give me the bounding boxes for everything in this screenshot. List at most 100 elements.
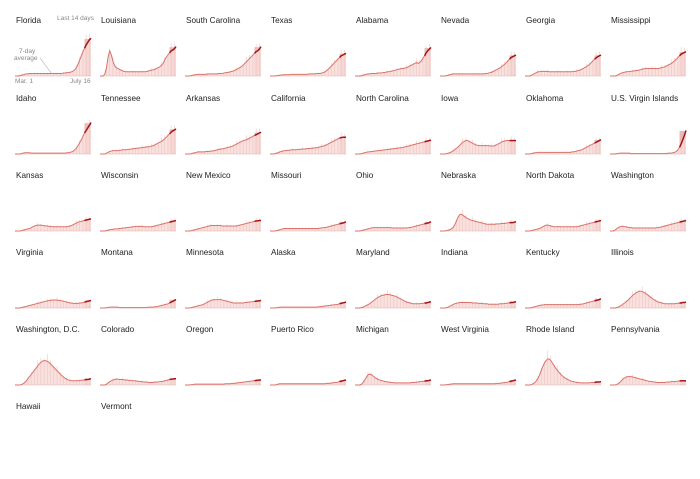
state-name: Wisconsin (101, 171, 139, 180)
seven-day-average-line (100, 133, 170, 155)
recent-average-line (424, 379, 432, 382)
state-panel-louisiana: Louisiana (100, 16, 184, 93)
daily-cases-area (100, 378, 176, 385)
state-panel-texas: Texas (270, 16, 354, 93)
recent-average-line (423, 46, 432, 57)
recent-average-line (339, 221, 347, 225)
state-name: Nebraska (441, 171, 477, 180)
seven-day-average-label: 7-day (19, 48, 36, 55)
state-name: Washington, D.C. (16, 325, 80, 334)
recent-average-line (168, 46, 177, 54)
daily-cases-area (355, 294, 431, 308)
daily-cases-area (185, 379, 261, 385)
sparkline-chart (270, 132, 346, 155)
state-panel-california: California (270, 94, 354, 171)
seven-day-average-line (525, 142, 595, 155)
recent-average-line (169, 219, 177, 223)
seven-day-average-line (185, 135, 255, 155)
recent-average-line (169, 377, 176, 381)
state-panel-indiana: Indiana (440, 248, 524, 325)
sparkline-chart (15, 216, 92, 232)
state-panel-minnesota: Minnesota (185, 248, 269, 325)
seven-day-average-line (185, 52, 255, 77)
daily-cases-area (15, 122, 91, 154)
seven-day-average-line (270, 137, 340, 155)
state-name: Alabama (356, 16, 389, 25)
state-panel-hawaii: Hawaii (15, 402, 99, 479)
recent-average-line (594, 298, 602, 302)
daily-cases-area (355, 47, 431, 76)
state-name: Nevada (441, 16, 470, 25)
daily-cases-area (440, 214, 516, 231)
seven-day-average-line (525, 221, 595, 232)
sparkline-chart (610, 130, 687, 155)
state-name: U.S. Virgin Islands (611, 94, 679, 103)
seven-day-average-line (355, 141, 425, 155)
state-name: California (271, 94, 306, 103)
state-panel-mississippi: Mississippi (610, 16, 694, 93)
state-name: Rhode Island (526, 325, 575, 334)
seven-day-average-line (270, 57, 340, 77)
seven-day-average-line (185, 380, 255, 386)
daily-cases-area (440, 140, 516, 154)
recent-average-line (168, 128, 177, 135)
recent-average-line (84, 299, 92, 303)
state-panel-iowa: Iowa (440, 94, 524, 171)
state-name: Missouri (271, 171, 302, 180)
recent-average-line (679, 219, 687, 223)
seven-day-average-line (185, 220, 255, 232)
seven-day-average-line (440, 140, 510, 155)
state-name: Maryland (356, 248, 390, 257)
state-name: South Carolina (186, 16, 241, 25)
state-name: Florida (16, 16, 42, 25)
sparkline-chart (525, 218, 602, 232)
sparkline-chart (185, 296, 262, 309)
seven-day-average-label-2: average (14, 55, 38, 62)
daily-cases-area (270, 137, 346, 154)
annotation-leader-lines (39, 57, 53, 75)
state-name: Kansas (16, 171, 44, 180)
seven-day-average-line (100, 302, 170, 309)
seven-day-average-line (100, 221, 170, 232)
seven-day-average-line (525, 58, 595, 77)
daily-cases-area (185, 46, 261, 76)
state-name: Alaska (271, 248, 296, 257)
state-name: Ohio (356, 171, 374, 180)
daily-cases-area (15, 360, 91, 385)
state-name: Illinois (611, 248, 634, 257)
seven-day-average-line (15, 132, 85, 155)
sparkline-chart (15, 297, 92, 309)
sparkline-chart (355, 371, 432, 386)
recent-average-line (509, 300, 517, 304)
daily-cases-area (525, 220, 601, 231)
state-name: Oklahoma (526, 94, 564, 103)
daily-cases-area (355, 221, 431, 231)
state-name: Minnesota (186, 248, 224, 257)
seven-day-average-line (610, 290, 680, 309)
sparkline-chart (100, 125, 177, 155)
state-panel-west-virginia: West Virginia (440, 325, 524, 402)
seven-day-average-line (270, 381, 340, 386)
state-name: Hawaii (16, 402, 41, 411)
daily-cases-area (100, 128, 176, 154)
recent-average-line (339, 379, 347, 383)
state-panel-arkansas: Arkansas (185, 94, 269, 171)
sparkline-chart (525, 297, 602, 309)
seven-day-average-line (270, 223, 340, 232)
state-panel-maryland: Maryland (355, 248, 439, 325)
recent-average-line (339, 301, 347, 305)
daily-cases-area (270, 302, 346, 308)
recent-average-line (254, 131, 262, 137)
state-name: Texas (271, 16, 293, 25)
sparkline-chart (440, 300, 517, 309)
state-panel-montana: Montana (100, 248, 184, 325)
daily-cases-area (525, 298, 601, 308)
sparkline-chart (270, 301, 347, 309)
recent-average-line (253, 46, 262, 54)
recent-average-line (509, 221, 517, 224)
seven-day-average-line (610, 55, 680, 77)
seven-day-average-line (355, 294, 425, 309)
state-panel-alaska: Alaska (270, 248, 354, 325)
state-name: Kentucky (526, 248, 560, 257)
seven-day-average-line (270, 303, 340, 309)
